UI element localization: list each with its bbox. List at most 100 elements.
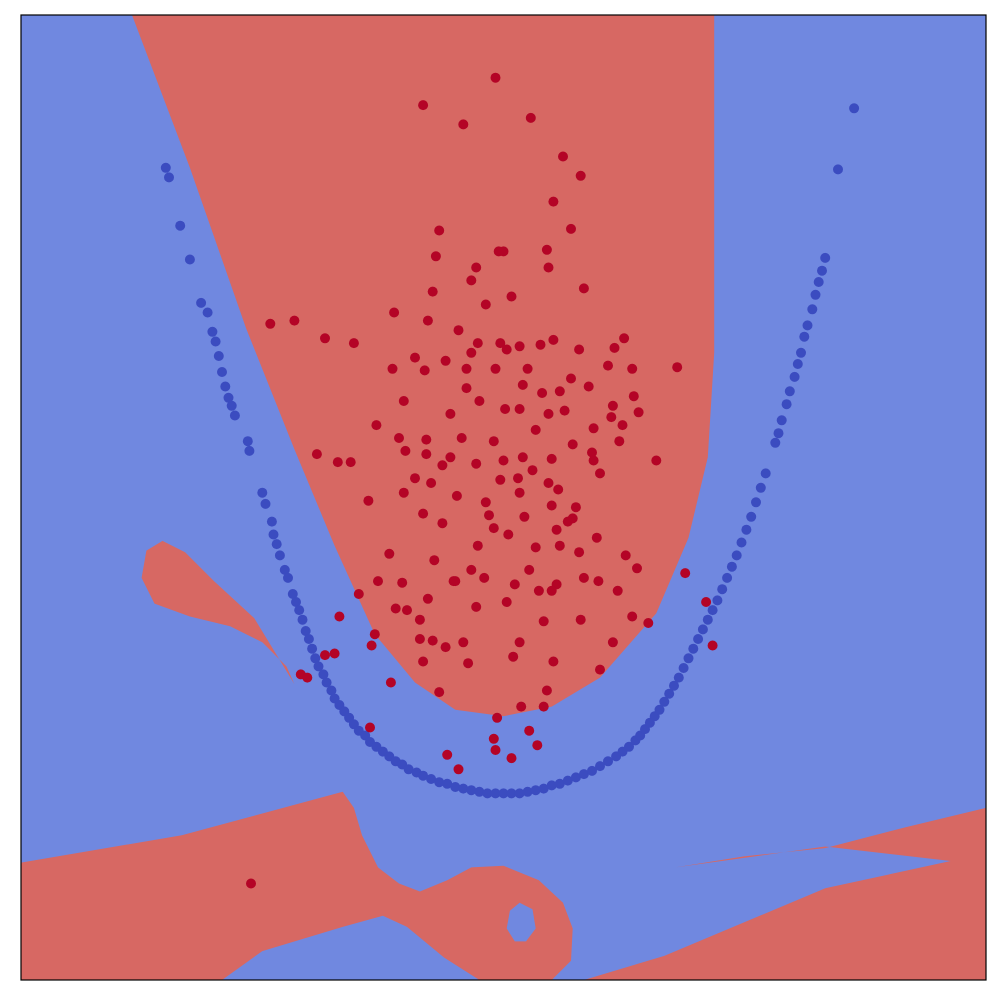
- point-class-1: [384, 548, 395, 559]
- point-class-1: [394, 433, 404, 443]
- point-class-1: [554, 386, 565, 397]
- point-class-1: [419, 365, 430, 376]
- plot-frame: [20, 14, 987, 981]
- point-class-1: [329, 648, 340, 659]
- point-class-1: [546, 500, 557, 511]
- point-class-1: [680, 568, 691, 579]
- point-class-1: [453, 325, 464, 336]
- point-class-1: [334, 611, 345, 622]
- point-class-0: [522, 786, 533, 797]
- point-class-0: [223, 392, 234, 403]
- point-class-1: [524, 564, 535, 575]
- point-class-1: [480, 299, 491, 310]
- point-class-0: [770, 437, 781, 448]
- point-class-1: [530, 424, 541, 435]
- point-class-0: [434, 777, 445, 788]
- point-class-1: [421, 434, 432, 445]
- point-class-1: [466, 564, 477, 575]
- point-class-0: [810, 289, 821, 300]
- point-class-1: [517, 379, 528, 390]
- point-class-0: [792, 359, 803, 369]
- point-class-1: [400, 445, 411, 456]
- point-class-0: [678, 663, 689, 673]
- point-class-1: [437, 518, 448, 529]
- point-class-1: [488, 436, 499, 447]
- point-class-1: [366, 640, 377, 651]
- point-class-1: [530, 542, 541, 553]
- point-class-1: [546, 585, 557, 596]
- point-class-0: [722, 572, 733, 583]
- point-class-1: [514, 341, 525, 352]
- point-class-0: [490, 788, 501, 799]
- point-class-1: [506, 753, 517, 764]
- point-class-1: [471, 458, 482, 469]
- point-class-1: [607, 400, 618, 411]
- point-class-0: [717, 584, 728, 595]
- point-class-0: [673, 672, 684, 683]
- point-class-1: [612, 585, 623, 596]
- point-class-0: [310, 653, 321, 664]
- point-class-0: [789, 371, 800, 382]
- point-class-1: [265, 318, 276, 329]
- point-class-1: [385, 677, 396, 688]
- point-class-1: [516, 701, 527, 712]
- point-class-0: [562, 775, 573, 786]
- point-class-1: [619, 333, 630, 344]
- point-class-1: [422, 315, 433, 326]
- point-class-1: [427, 286, 438, 297]
- point-class-1: [628, 391, 639, 402]
- point-class-1: [421, 449, 432, 460]
- point-class-0: [271, 539, 282, 550]
- point-class-0: [207, 326, 218, 337]
- point-class-1: [627, 363, 638, 374]
- point-class-0: [773, 428, 784, 439]
- point-class-0: [313, 661, 324, 672]
- point-class-1: [522, 363, 533, 374]
- point-class-1: [490, 745, 501, 755]
- point-class-0: [702, 614, 713, 625]
- point-class-1: [414, 634, 425, 644]
- point-class-1: [562, 516, 573, 527]
- point-class-1: [484, 510, 494, 521]
- point-class-1: [588, 455, 599, 466]
- point-class-0: [287, 589, 298, 599]
- point-class-1: [490, 72, 501, 83]
- point-class-0: [578, 769, 589, 780]
- point-class-0: [257, 487, 268, 498]
- point-class-1: [398, 487, 409, 498]
- point-class-1: [445, 452, 456, 463]
- point-class-0: [294, 605, 305, 616]
- point-class-1: [506, 291, 517, 302]
- point-class-1: [456, 433, 467, 443]
- point-class-0: [849, 103, 860, 114]
- point-class-0: [664, 688, 675, 699]
- point-class-1: [440, 642, 451, 653]
- point-class-1: [578, 283, 589, 294]
- point-class-1: [410, 473, 420, 484]
- point-class-1: [488, 733, 499, 744]
- point-class-1: [332, 457, 343, 468]
- point-class-0: [217, 367, 227, 377]
- point-class-1: [348, 338, 359, 349]
- point-class-1: [474, 396, 485, 406]
- point-class-1: [543, 478, 554, 488]
- point-class-0: [833, 164, 843, 175]
- point-class-1: [369, 629, 380, 640]
- point-class-0: [669, 680, 679, 691]
- point-class-1: [434, 687, 445, 698]
- point-class-0: [726, 561, 737, 572]
- point-class-1: [492, 712, 503, 723]
- point-class-1: [363, 495, 374, 506]
- point-class-1: [434, 225, 445, 236]
- point-class-1: [533, 585, 544, 596]
- point-class-1: [471, 601, 482, 612]
- point-class-1: [701, 597, 712, 607]
- point-class-1: [553, 484, 564, 495]
- point-class-0: [220, 381, 231, 392]
- point-class-1: [620, 550, 631, 561]
- point-class-1: [437, 460, 448, 471]
- point-class-1: [587, 447, 597, 458]
- point-class-1: [575, 170, 586, 181]
- point-class-0: [659, 696, 670, 707]
- point-class-1: [606, 412, 617, 423]
